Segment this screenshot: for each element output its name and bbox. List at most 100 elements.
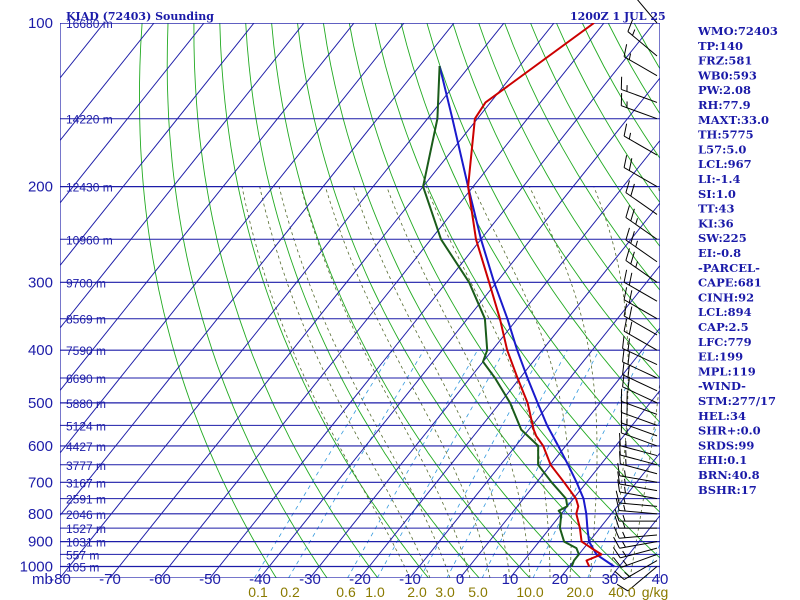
barb-flag bbox=[627, 351, 630, 365]
height-label: 557 m bbox=[66, 548, 99, 562]
mixing-ratio-line bbox=[288, 349, 425, 578]
temperature-tick-label: 0 bbox=[456, 571, 464, 588]
barb-flag bbox=[625, 248, 630, 261]
barb-shaft bbox=[637, 0, 658, 24]
wind-barb bbox=[625, 205, 658, 240]
barb-flag bbox=[627, 376, 630, 390]
stat-item: -WIND- bbox=[698, 379, 746, 393]
wind-barb bbox=[620, 388, 658, 415]
mixing-ratio-line bbox=[587, 419, 660, 578]
stat-item: SW:225 bbox=[698, 231, 747, 245]
moist-adiabat-line bbox=[300, 186, 471, 578]
barb-half-flag bbox=[622, 560, 628, 566]
barb-flag bbox=[615, 490, 620, 504]
stat-item: -PARCEL- bbox=[698, 261, 760, 275]
barb-shaft bbox=[620, 463, 658, 475]
station-title: KIAD (72403) Sounding bbox=[66, 10, 214, 23]
barb-shaft bbox=[619, 541, 658, 549]
barb-flag bbox=[630, 231, 635, 244]
mixing-ratio-label: 0.6 bbox=[336, 584, 356, 600]
barb-flag bbox=[616, 583, 629, 592]
height-label: 4427 m bbox=[66, 440, 106, 454]
barb-flag bbox=[628, 272, 633, 286]
sounding-profiles bbox=[422, 23, 615, 568]
barb-flag bbox=[630, 251, 635, 265]
barb-flag bbox=[625, 205, 630, 218]
dry-adiabat-line bbox=[139, 23, 277, 578]
temperature-tick-label: 10 bbox=[502, 571, 519, 588]
isotherm-line bbox=[509, 389, 660, 578]
barb-flag bbox=[622, 362, 625, 375]
dry-adiabat-line bbox=[478, 23, 660, 335]
moist-adiabat-line bbox=[472, 186, 572, 578]
temperature-tick-label: -80 bbox=[49, 571, 71, 588]
barb-flag bbox=[627, 338, 630, 352]
height-label: 2591 m bbox=[66, 493, 106, 507]
barb-flag bbox=[613, 536, 621, 549]
barb-flag bbox=[623, 123, 628, 137]
isotherm-line bbox=[209, 23, 655, 578]
height-label: 1031 m bbox=[66, 536, 106, 550]
barb-flag bbox=[628, 321, 633, 335]
moist-adiabat-line bbox=[353, 186, 511, 578]
barb-flag bbox=[628, 290, 633, 303]
barb-flag bbox=[627, 364, 630, 378]
barb-half-flag bbox=[622, 541, 626, 548]
barb-shaft bbox=[625, 192, 658, 215]
wind-barb bbox=[620, 76, 658, 103]
mixing-ratio-label: 20.0 bbox=[566, 584, 593, 600]
pressure-tick-label: 800 bbox=[28, 506, 53, 523]
parcel-trace bbox=[438, 65, 615, 568]
barb-half-flag bbox=[624, 470, 626, 477]
temperature-tick-label: 30 bbox=[602, 571, 619, 588]
moist-adiabat-line bbox=[241, 186, 411, 578]
dewpoint-trace bbox=[422, 65, 580, 567]
dry-adiabat-line bbox=[271, 23, 531, 578]
stat-item: CAP:2.5 bbox=[698, 320, 749, 334]
isotherm-line bbox=[259, 77, 660, 578]
barb-shaft bbox=[623, 281, 658, 302]
stat-item: EI:-0.8 bbox=[698, 246, 741, 260]
barb-shaft bbox=[619, 510, 658, 515]
height-label: 12430 m bbox=[66, 181, 113, 195]
barb-half-flag bbox=[635, 240, 638, 247]
pressure-tick-label: 1000 bbox=[20, 558, 53, 575]
temperature-tick-label: -50 bbox=[199, 571, 221, 588]
barb-half-flag bbox=[628, 53, 632, 60]
wind-barb bbox=[617, 463, 658, 483]
sounding-time: 1200Z 1 JUL 25 bbox=[570, 10, 666, 23]
wind-barb bbox=[623, 155, 658, 188]
isotherm-line bbox=[60, 23, 305, 329]
barb-half-flag bbox=[622, 531, 626, 538]
mixing-ratio-line bbox=[645, 542, 660, 578]
mixing-ratio-line bbox=[419, 350, 544, 578]
stat-item: PW:2.08 bbox=[698, 83, 751, 97]
stat-item: LFC:779 bbox=[698, 335, 752, 349]
stat-item: EHI:0.1 bbox=[698, 453, 747, 467]
barb-flag bbox=[630, 208, 635, 222]
barb-half-flag bbox=[632, 29, 636, 36]
stat-item: MPL:119 bbox=[698, 364, 756, 378]
wind-barb bbox=[627, 19, 658, 57]
temperature-tick-label: -60 bbox=[149, 571, 171, 588]
barb-half-flag bbox=[624, 571, 630, 577]
isotherm-line bbox=[559, 452, 660, 578]
dry-adiabat-line bbox=[297, 23, 581, 578]
dry-adiabat-line bbox=[322, 23, 632, 578]
mixing-ratio-line bbox=[254, 349, 394, 578]
mixing-ratio-label: g/kg bbox=[642, 584, 668, 600]
temperature-tick-label: 20 bbox=[552, 571, 569, 588]
wind-barb bbox=[613, 526, 658, 539]
barb-half-flag bbox=[635, 218, 638, 225]
stat-item: STM:277/17 bbox=[698, 394, 776, 408]
barb-flag bbox=[622, 374, 625, 387]
temperature-tick-label: -20 bbox=[349, 571, 371, 588]
temperature-tick-label: 40 bbox=[652, 571, 669, 588]
barb-shaft bbox=[627, 566, 658, 592]
isotherm-line bbox=[60, 23, 155, 142]
barb-shaft bbox=[622, 361, 658, 379]
stat-item: HEL:34 bbox=[698, 409, 746, 423]
stat-item: BSHR:17 bbox=[698, 483, 757, 497]
stat-item: LI:-1.4 bbox=[698, 172, 741, 186]
